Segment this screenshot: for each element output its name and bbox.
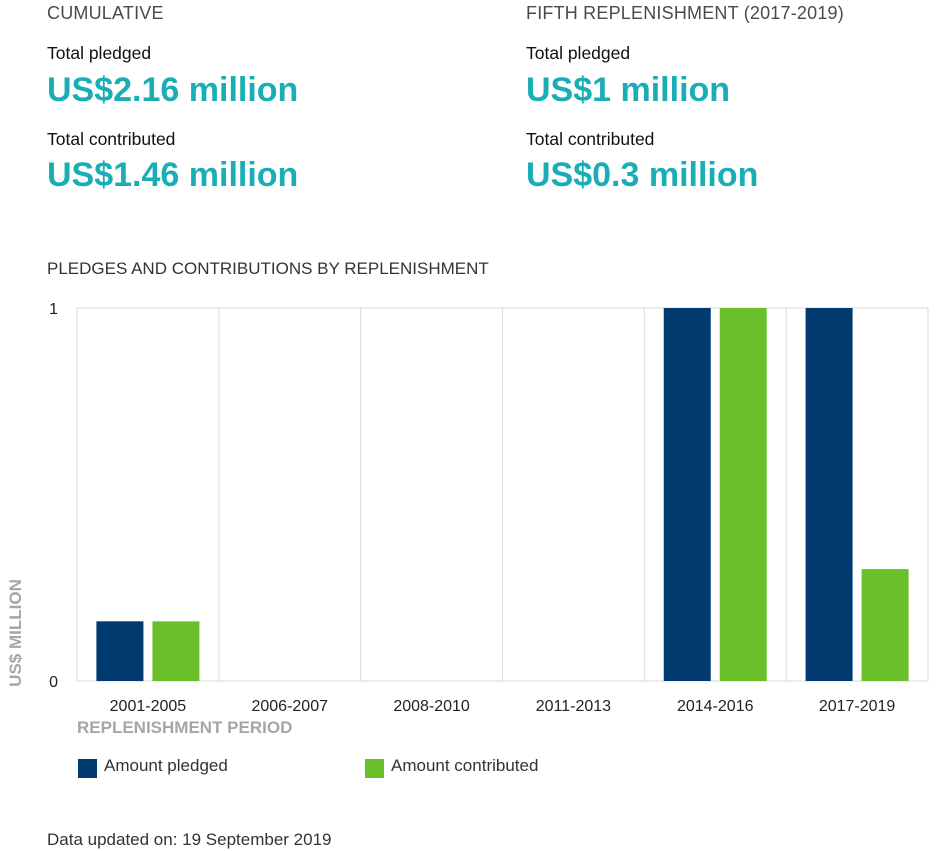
legend-label-contributed: Amount contributed	[391, 756, 539, 775]
bar-pledged	[96, 621, 144, 681]
x-tick-label: 2014-2016	[677, 698, 754, 715]
x-axis-title: REPLENISHMENT PERIOD	[77, 718, 292, 737]
bar-pledged	[663, 308, 711, 681]
legend-label-pledged: Amount pledged	[104, 756, 228, 775]
legend-swatch-contributed	[365, 759, 384, 778]
fifth-replenishment-heading: FIFTH REPLENISHMENT (2017-2019)	[526, 3, 844, 23]
fifth-contributed-value: US$0.3 million	[526, 156, 759, 194]
fifth-pledged-value: US$1 million	[526, 71, 731, 109]
legend-swatch-pledged	[78, 759, 97, 778]
y-tick-label: 1	[49, 301, 58, 318]
chart-title: PLEDGES AND CONTRIBUTIONS BY REPLENISHME…	[47, 259, 489, 278]
cumulative-pledged-label: Total pledged	[47, 43, 152, 63]
x-tick-label: 2001-2005	[110, 698, 187, 715]
bar-contributed	[152, 621, 200, 681]
x-tick-label: 2017-2019	[819, 698, 896, 715]
cumulative-pledged-value: US$2.16 million	[47, 71, 299, 109]
data-updated-note: Data updated on: 19 September 2019	[47, 830, 332, 849]
fifth-contributed-label: Total contributed	[526, 129, 655, 149]
fifth-pledged-label: Total pledged	[526, 43, 631, 63]
x-tick-label: 2006-2007	[251, 698, 328, 715]
y-tick-label: 0	[49, 674, 58, 691]
bar-pledged	[805, 308, 853, 681]
x-tick-label: 2008-2010	[393, 698, 470, 715]
x-tick-label: 2011-2013	[536, 698, 611, 715]
cumulative-heading: CUMULATIVE	[47, 3, 164, 23]
bar-contributed	[861, 569, 909, 681]
cumulative-contributed-value: US$1.46 million	[47, 156, 299, 194]
cumulative-contributed-label: Total contributed	[47, 129, 176, 149]
y-axis-title: US$ MILLION	[6, 579, 25, 687]
bar-contributed	[719, 308, 767, 681]
